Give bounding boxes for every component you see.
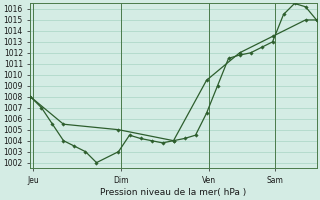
X-axis label: Pression niveau de la mer( hPa ): Pression niveau de la mer( hPa ) — [100, 188, 247, 197]
